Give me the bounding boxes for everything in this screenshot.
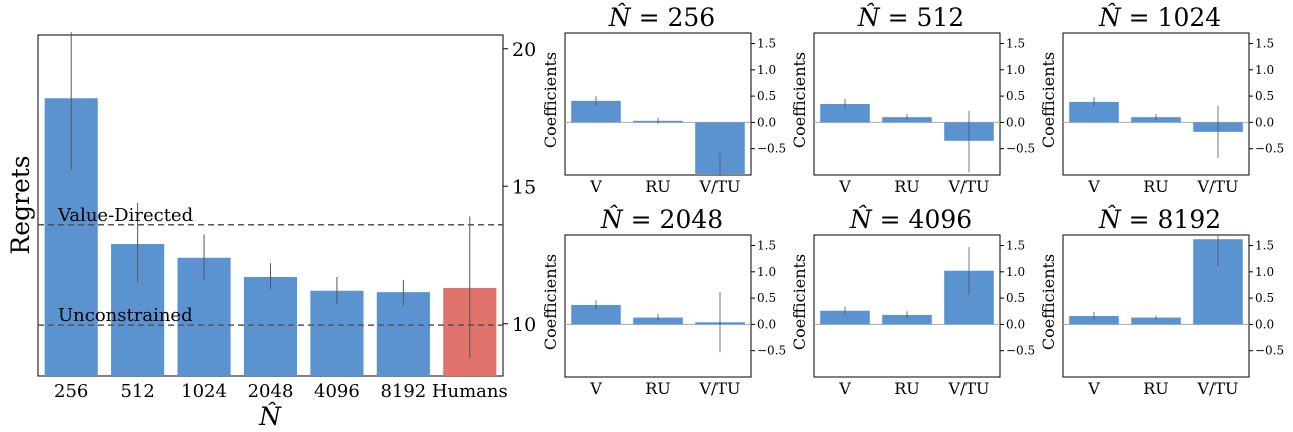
coef-x-tick-label: V/TU	[698, 379, 740, 398]
coef-x-tick-label: RU	[894, 379, 920, 398]
x-axis-label: N̂	[258, 402, 282, 431]
y-tick-label: 15	[512, 176, 536, 198]
coef-y-axis-label: Coefficients	[790, 254, 809, 350]
regret-bar	[376, 292, 430, 376]
coef-bar	[571, 304, 621, 325]
coef-y-tick-label: 1.5	[1006, 37, 1025, 51]
y-tick-label: 10	[512, 314, 536, 336]
coef-y-tick-label: 1.0	[757, 63, 776, 77]
coef-plot-frame	[1062, 32, 1250, 176]
coef-y-tick-label: 1.5	[757, 37, 776, 51]
coef-x-tick-label: V/TU	[1196, 177, 1238, 196]
coef-x-tick-label: V/TU	[947, 379, 989, 398]
coef-bar	[882, 314, 932, 325]
coef-plot-frame	[1062, 234, 1250, 378]
coef-y-axis-label: Coefficients	[1039, 52, 1058, 148]
coef-y-tick-label: 0.0	[1006, 115, 1025, 129]
coef-plot-title: N̂ = 8192	[1098, 205, 1221, 234]
coef-x-tick-label: RU	[894, 177, 920, 196]
coef-y-tick-label: −0.5	[1255, 142, 1284, 156]
coef-y-tick-label: −0.5	[757, 142, 786, 156]
coef-bar	[1131, 317, 1181, 325]
coef-y-tick-label: 0.5	[1255, 89, 1274, 103]
coef-y-tick-label: 1.0	[1255, 63, 1274, 77]
coef-plot-title: N̂ = 1024	[1098, 3, 1221, 32]
coef-plot-frame	[564, 32, 752, 176]
coef-y-axis-label: Coefficients	[541, 52, 560, 148]
coef-y-tick-label: −0.5	[757, 344, 786, 358]
coef-y-tick-label: 0.0	[1255, 317, 1274, 331]
coef-bar	[820, 104, 870, 123]
coef-plot-title: N̂ = 2048	[600, 205, 723, 234]
x-tick-label: 8192	[380, 381, 426, 402]
coef-y-tick-label: 1.0	[1006, 63, 1025, 77]
coef-y-tick-label: 0.5	[1006, 291, 1025, 305]
x-tick-label: 256	[54, 381, 88, 402]
y-tick-label: 20	[512, 39, 536, 61]
coef-x-tick-label: V	[838, 177, 851, 196]
coef-y-tick-label: −0.5	[1255, 344, 1284, 358]
coef-plot-frame	[813, 234, 1001, 378]
coef-y-tick-label: 0.0	[757, 115, 776, 129]
coef-x-tick-label: V	[589, 177, 602, 196]
coef-y-tick-label: 0.5	[1006, 89, 1025, 103]
coef-y-tick-label: 1.0	[1006, 265, 1025, 279]
coef-plot-title: N̂ = 256	[608, 3, 715, 32]
regret-bar	[243, 277, 298, 376]
coef-x-tick-label: V	[1087, 177, 1100, 196]
regret-bar	[310, 290, 364, 376]
coef-y-tick-label: 1.0	[1255, 265, 1274, 279]
coef-bar	[571, 100, 621, 123]
x-tick-label: 2048	[248, 381, 294, 402]
coef-x-tick-label: RU	[1143, 379, 1169, 398]
coef-y-axis-label: Coefficients	[790, 52, 809, 148]
coef-x-tick-label: RU	[645, 379, 671, 398]
coef-bar	[633, 317, 683, 325]
coef-y-tick-label: 1.5	[1006, 239, 1025, 253]
coef-x-tick-label: RU	[645, 177, 671, 196]
x-tick-label: 4096	[314, 381, 360, 402]
coef-x-tick-label: V/TU	[947, 177, 989, 196]
coef-x-tick-label: V	[589, 379, 602, 398]
coef-x-tick-label: RU	[1143, 177, 1169, 196]
coef-y-tick-label: −0.5	[1006, 344, 1035, 358]
coef-x-tick-label: V/TU	[698, 177, 740, 196]
coef-y-tick-label: 1.5	[1255, 37, 1274, 51]
x-tick-label: Humans	[432, 381, 508, 402]
coef-x-tick-label: V	[1087, 379, 1100, 398]
reference-line-label: Value-Directed	[57, 205, 193, 226]
coef-bar	[1069, 101, 1119, 123]
x-tick-label: 512	[120, 381, 154, 402]
coef-plot-frame	[564, 234, 752, 378]
coef-y-tick-label: 0.0	[1006, 317, 1025, 331]
reference-line-label: Unconstrained	[58, 305, 193, 326]
coef-plot-title: N̂ = 512	[857, 3, 964, 32]
coef-y-tick-label: 1.5	[757, 239, 776, 253]
coef-x-tick-label: V	[838, 379, 851, 398]
coef-x-tick-label: V/TU	[1196, 379, 1238, 398]
coef-plot-title: N̂ = 4096	[849, 205, 972, 234]
coef-y-axis-label: Coefficients	[541, 254, 560, 350]
coef-y-tick-label: 0.5	[1255, 291, 1274, 305]
coef-bar	[820, 310, 870, 325]
x-tick-label: 1024	[181, 381, 227, 402]
coef-y-axis-label: Coefficients	[1039, 254, 1058, 350]
coef-y-tick-label: 1.5	[1255, 239, 1274, 253]
coef-y-tick-label: 0.5	[757, 89, 776, 103]
coef-y-tick-label: 0.0	[1255, 115, 1274, 129]
y-axis-label: Regrets	[6, 155, 35, 254]
coef-plot-frame	[813, 32, 1001, 176]
coef-y-tick-label: 0.0	[757, 317, 776, 331]
coef-y-tick-label: −0.5	[1006, 142, 1035, 156]
coef-y-tick-label: 0.5	[757, 291, 776, 305]
coef-y-tick-label: 1.0	[757, 265, 776, 279]
